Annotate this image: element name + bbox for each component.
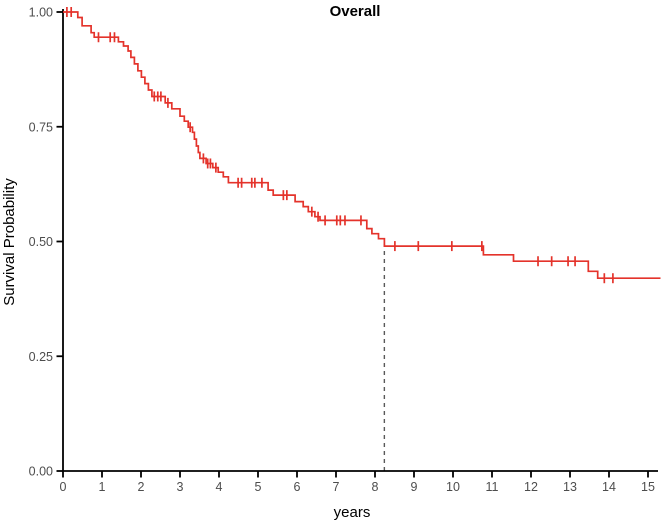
x-tick-label: 11 (486, 480, 499, 494)
x-tick-label: 0 (60, 480, 67, 494)
x-tick-label: 8 (372, 480, 379, 494)
y-axis-ticks: 0.00 0.25 0.50 0.75 1.00 (29, 6, 63, 479)
x-tick-label: 7 (333, 480, 340, 494)
survival-curve (63, 11, 661, 280)
x-tick-label: 13 (563, 480, 577, 494)
axis-lines (62, 9, 658, 472)
x-tick-label: 12 (524, 480, 538, 494)
x-tick-label: 3 (177, 480, 184, 494)
y-tick-label: 0.75 (29, 120, 53, 134)
x-axis-ticks: 0 1 2 3 4 5 6 7 8 9 10 11 12 13 14 15 (60, 471, 655, 494)
x-axis-title: years (334, 504, 371, 521)
y-tick-label: 0.25 (29, 350, 53, 364)
x-tick-label: 6 (294, 480, 301, 494)
y-tick-label: 1.00 (29, 6, 53, 20)
censor-marks (66, 7, 614, 284)
x-tick-label: 2 (138, 480, 145, 494)
chart-title: Overall (330, 3, 381, 20)
y-axis-title: Survival Probability (1, 178, 18, 306)
x-tick-label: 15 (641, 480, 655, 494)
y-tick-label: 0.00 (29, 465, 53, 479)
x-tick-label: 4 (216, 480, 223, 494)
x-tick-label: 5 (255, 480, 262, 494)
x-tick-label: 14 (602, 480, 616, 494)
x-tick-label: 10 (446, 480, 460, 494)
x-tick-label: 1 (99, 480, 106, 494)
x-tick-label: 9 (411, 480, 418, 494)
y-tick-label: 0.50 (29, 235, 53, 249)
